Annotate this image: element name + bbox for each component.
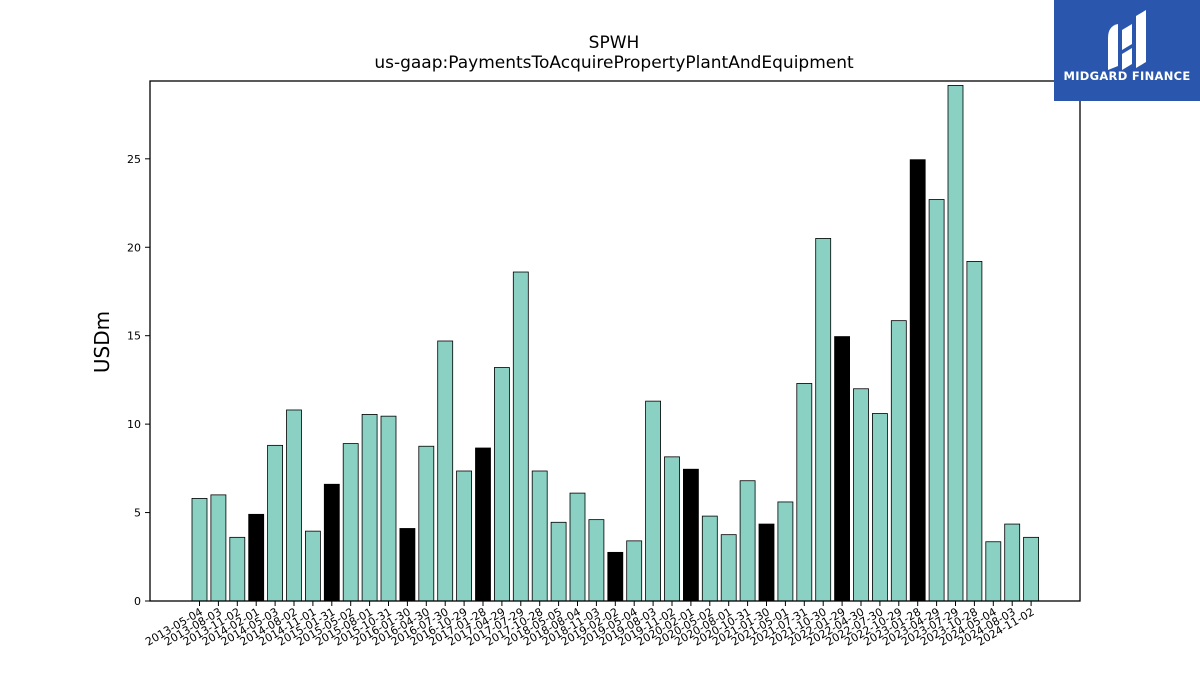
bar xyxy=(985,541,1002,602)
bar xyxy=(701,515,718,602)
bar xyxy=(437,340,454,602)
bar xyxy=(304,530,321,602)
y-axis: 0 5 10 15 20 25 xyxy=(127,153,150,608)
bar xyxy=(758,523,775,602)
bar xyxy=(739,480,756,602)
brand-name: MIDGARD FINANCE xyxy=(1063,69,1191,83)
x-axis: 2013-05-042013-08-032013-11-022014-02-01… xyxy=(143,601,1037,649)
bar xyxy=(834,336,850,602)
bar xyxy=(645,400,661,602)
chart-subtitle: us-gaap:PaymentsToAcquirePropertyPlantAn… xyxy=(374,53,854,73)
bar xyxy=(191,498,208,602)
bar xyxy=(626,540,643,602)
bar xyxy=(380,415,397,602)
bar xyxy=(569,492,586,602)
bar xyxy=(361,413,378,602)
bar xyxy=(550,521,567,602)
bar xyxy=(1004,523,1021,602)
bars xyxy=(191,85,1039,602)
bar xyxy=(475,447,491,602)
bar xyxy=(815,238,832,602)
y-axis-label: USDm xyxy=(90,311,114,373)
bar xyxy=(909,159,926,602)
bar xyxy=(531,470,548,602)
brand-logo: MIDGARD FINANCE xyxy=(1054,0,1200,101)
bar xyxy=(210,494,227,602)
bar xyxy=(267,444,284,602)
bar xyxy=(664,456,680,602)
bar xyxy=(853,388,869,602)
y-tick-label: 10 xyxy=(127,418,141,431)
bar xyxy=(493,367,510,602)
bar xyxy=(796,383,813,602)
bar xyxy=(512,271,529,602)
bar xyxy=(248,513,265,602)
bar xyxy=(928,199,945,602)
bar xyxy=(588,519,605,602)
y-tick-label: 0 xyxy=(134,595,141,608)
y-tick-label: 5 xyxy=(134,507,141,520)
y-tick-label: 20 xyxy=(127,241,141,254)
y-tick-label: 15 xyxy=(127,330,141,343)
bar xyxy=(229,536,246,602)
plot-frame xyxy=(149,80,1081,602)
bar xyxy=(947,85,964,602)
bar xyxy=(872,413,888,602)
y-tick-label: 25 xyxy=(127,153,141,166)
bar xyxy=(966,261,983,602)
midgard-logo-icon xyxy=(1108,10,1146,70)
bar xyxy=(777,501,794,602)
bar xyxy=(286,409,302,602)
bar xyxy=(1023,536,1039,602)
bar xyxy=(323,483,340,602)
chart-title: SPWH xyxy=(589,33,640,53)
bar xyxy=(720,534,737,602)
bar xyxy=(342,443,359,602)
bar xyxy=(456,470,473,602)
bar xyxy=(607,551,624,602)
bar xyxy=(890,320,907,602)
bar xyxy=(683,468,699,602)
bar xyxy=(418,445,435,602)
bar xyxy=(399,528,416,602)
